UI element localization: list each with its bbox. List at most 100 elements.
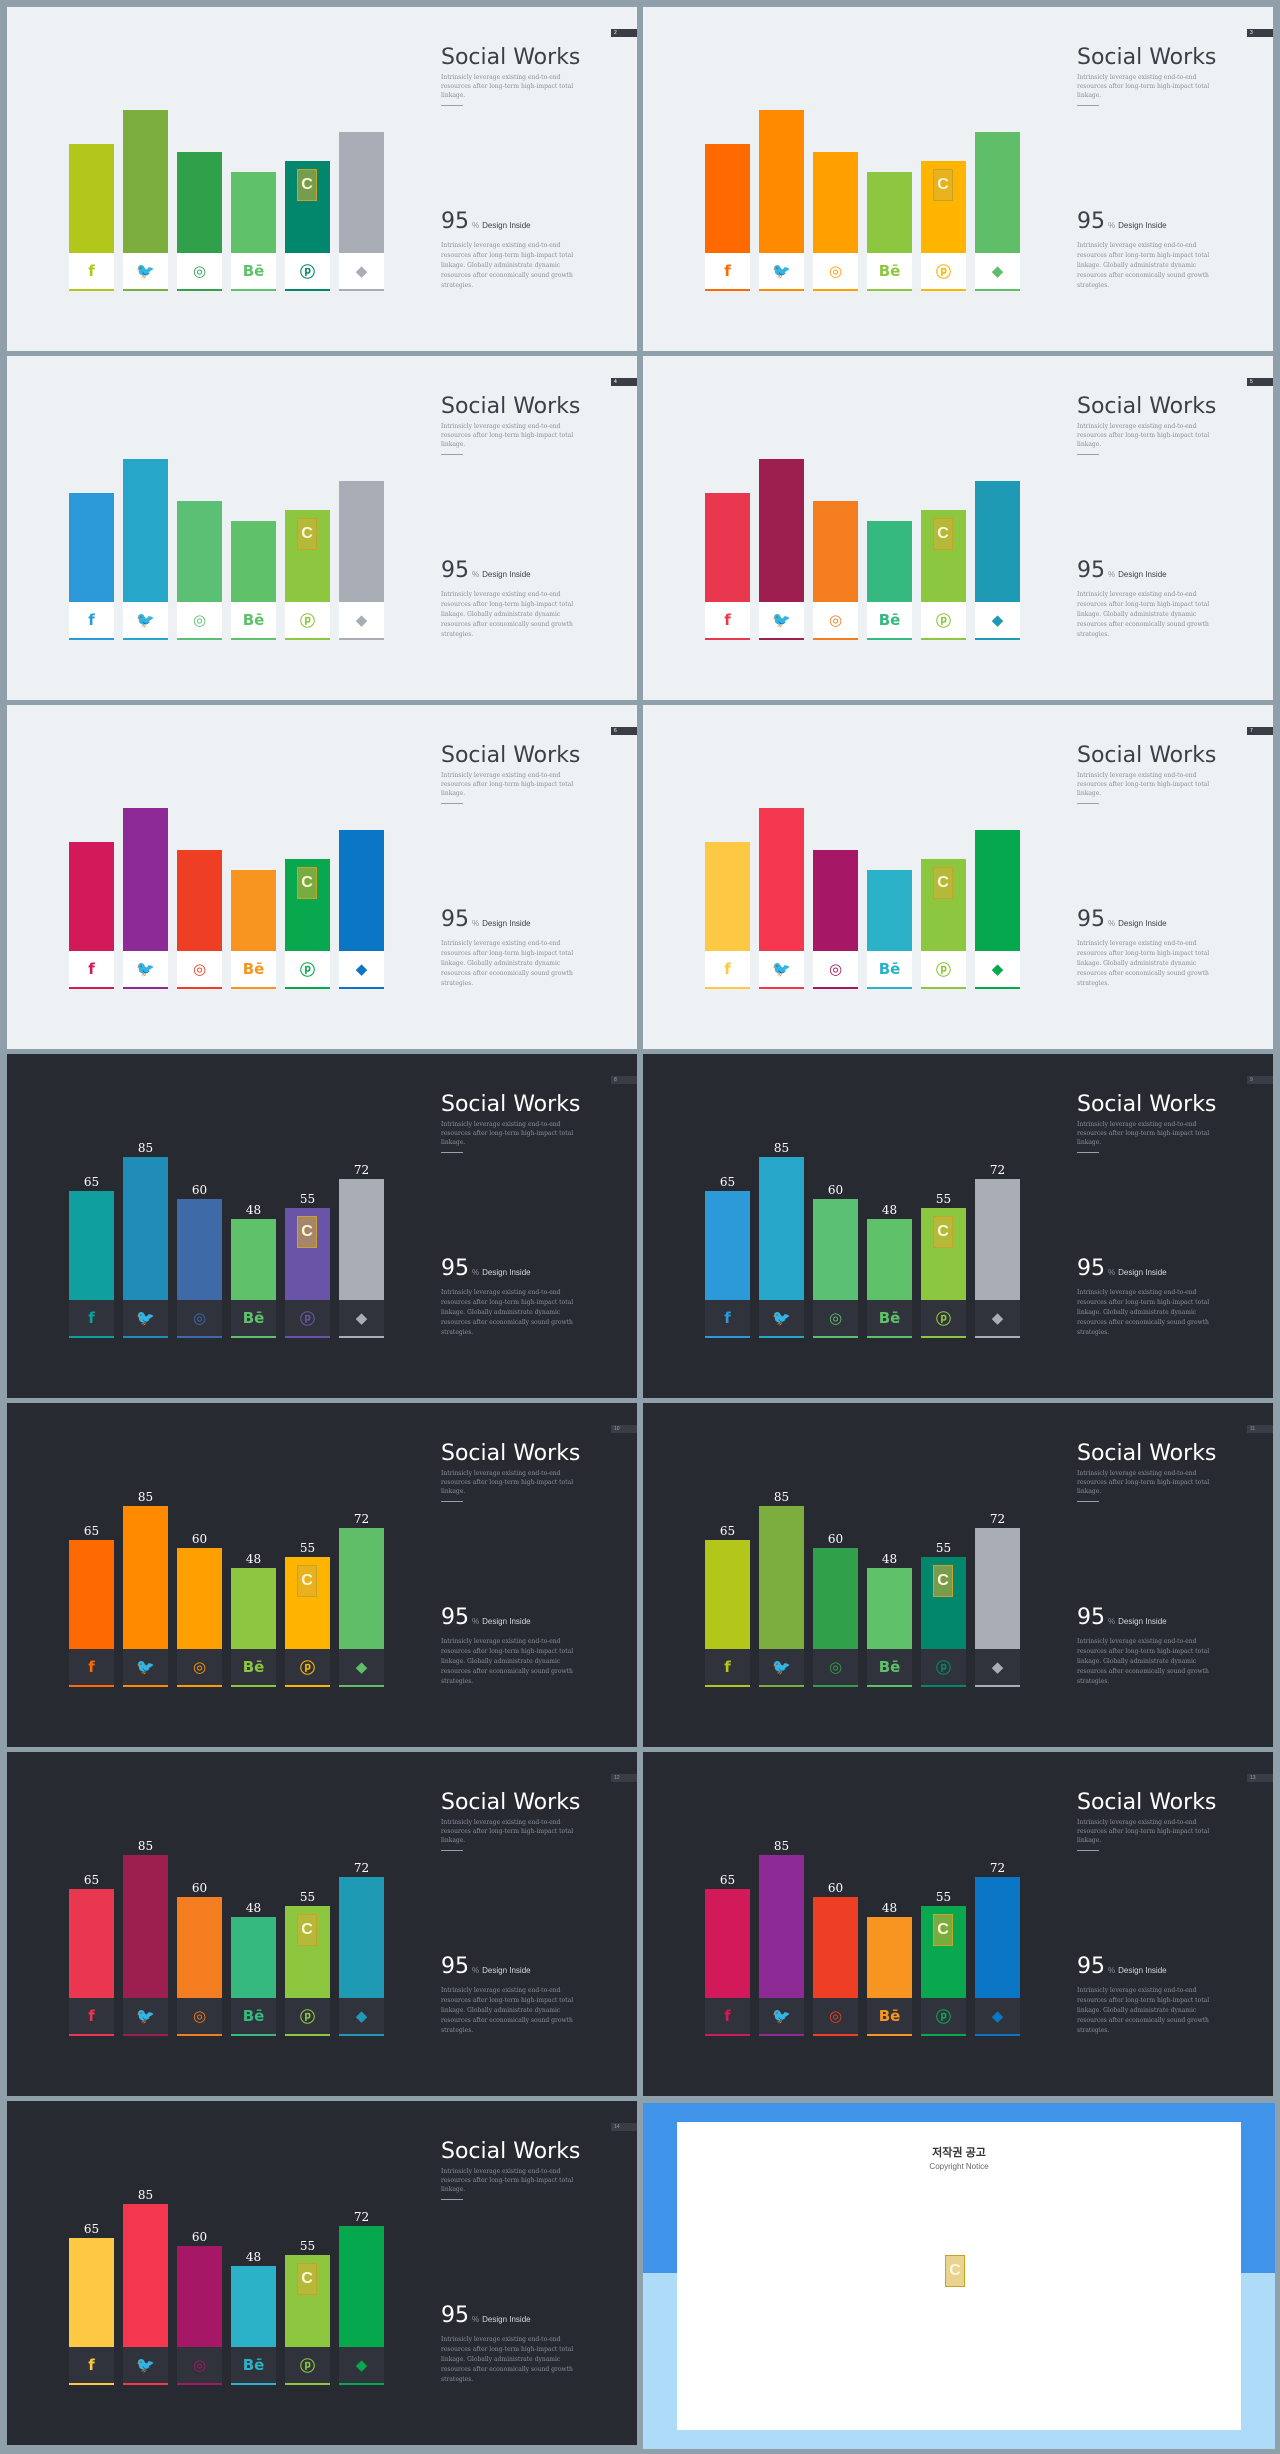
divider-line [441,1152,463,1153]
pinterest-icon: ⓟ [285,253,330,289]
bar-chart: f 🐦 ◎ Bē ⓟ ◆ C [705,735,1045,1005]
bar-behance [231,521,276,602]
divider-line [441,2199,463,2200]
slide-6: 6 f 🐦 ◎ Bē ⓟ ◆ C Social Works Intrinsicly leverag… [7,705,637,1049]
facebook-icon: f [705,1998,750,2034]
icon-underline [867,289,912,291]
bar-value-label: 65 [83,2221,100,2236]
stat-unit: % [1108,919,1116,928]
icon-underline [813,1685,858,1687]
page-number-tab: 13 [1247,1774,1273,1782]
icon-underline [813,638,858,640]
stat-block: 95% Design Inside [1077,907,1167,932]
pinterest-icon: ⓟ [921,951,966,987]
twitter-icon: 🐦 [759,951,804,987]
icon-underline [759,1685,804,1687]
behance-icon: Bē [231,951,276,987]
twitter-icon: 🐦 [123,1649,168,1685]
bar-value-label: 60 [191,2230,208,2245]
behance-icon: Bē [231,2347,276,2383]
dropbox-icon: ◆ [975,1998,1020,2034]
stat-number: 95 [1077,1256,1105,1281]
icon-underline [975,638,1020,640]
behance-icon: Bē [231,1649,276,1685]
bar-dropbox [339,830,384,951]
icon-underline [813,2034,858,2036]
icon-underline [339,2383,384,2385]
bar-value-label: 48 [245,2250,262,2265]
stat-label: Design Inside [482,919,531,928]
slide-body-text: Intrinsicly leverage existing end-to-end… [441,2336,574,2383]
dropbox-icon: ◆ [975,951,1020,987]
facebook-icon: f [69,951,114,987]
divider-line [1077,1501,1099,1502]
bar-twitter [759,1855,804,1998]
logo-badge: C [297,867,317,899]
bar-chart: f 🐦 ◎ Bē ⓟ ◆ C [705,37,1045,307]
slide-8: 8 65 f 85 🐦 60 ◎ 48 Bē 55 ⓟ 72 ◆ C Social Works Intrins… [7,1054,637,1398]
icon-underline [285,987,330,989]
logo-badge: C [933,169,953,201]
instagram-icon: ◎ [177,1998,222,2034]
bar-instagram [177,1548,222,1649]
bar-facebook [69,2237,114,2347]
logo-badge: C [933,1216,953,1248]
icon-underline [285,1336,330,1338]
bar-dropbox [339,1179,384,1300]
bar-chart: 65 f 85 🐦 60 ◎ 48 Bē 55 ⓟ 72 ◆ C [705,1084,1045,1354]
bar-value-label: 85 [137,1141,154,1156]
stat-block: 95% Design Inside [441,1605,531,1630]
bar-dropbox [339,2226,384,2347]
icon-underline [705,638,750,640]
slide-subtitle: Intrinsicly leverage existing end-to-end… [441,1121,574,1146]
icon-underline [177,638,222,640]
bar-value-label: 55 [299,1889,316,1904]
stat-label: Design Inside [482,221,531,230]
dropbox-icon: ◆ [975,1300,1020,1336]
icon-underline [705,1685,750,1687]
twitter-icon: 🐦 [759,1300,804,1336]
icon-underline [231,1336,276,1338]
behance-icon: Bē [867,253,912,289]
stat-unit: % [1108,1617,1116,1626]
logo-badge: C [933,1914,953,1946]
icon-underline [339,1336,384,1338]
slide-title: Social Works [1077,1441,1217,1466]
icon-underline [705,289,750,291]
bar-instagram [813,850,858,951]
icon-underline [867,638,912,640]
page-number-tab: 14 [611,2123,637,2131]
instagram-icon: ◎ [813,1649,858,1685]
bar-value-label: 48 [881,1203,898,1218]
logo-badge: C [297,1914,317,1946]
slide-title: Social Works [1077,1092,1217,1117]
icon-underline [123,2383,168,2385]
pinterest-icon: ⓟ [921,253,966,289]
stat-label: Design Inside [1118,919,1167,928]
bar-twitter [123,2204,168,2347]
bar-dropbox [975,830,1020,951]
icon-underline [69,1685,114,1687]
slide-body-text: Intrinsicly leverage existing end-to-end… [1077,1987,1210,2034]
bar-facebook [69,143,114,253]
facebook-icon: f [69,2347,114,2383]
slide-12: 12 65 f 85 🐦 60 ◎ 48 Bē 55 ⓟ 72 ◆ C Social Works Intrin… [7,1752,637,2096]
icon-underline [975,2034,1020,2036]
bar-behance [867,1219,912,1300]
bar-value-label: 72 [353,1512,370,1527]
stat-block: 95% Design Inside [441,1256,531,1281]
stat-block: 95% Design Inside [1077,558,1167,583]
facebook-icon: f [69,1998,114,2034]
facebook-icon: f [705,951,750,987]
slide-title: Social Works [441,45,581,70]
icon-underline [69,987,114,989]
bar-behance [231,1219,276,1300]
bar-chart: 65 f 85 🐦 60 ◎ 48 Bē 55 ⓟ 72 ◆ C [69,1782,409,2052]
facebook-icon: f [705,1649,750,1685]
icon-underline [705,2034,750,2036]
stat-number: 95 [1077,1954,1105,1979]
twitter-icon: 🐦 [759,1649,804,1685]
bar-twitter [123,110,168,253]
twitter-icon: 🐦 [123,951,168,987]
stat-number: 95 [441,2303,469,2328]
